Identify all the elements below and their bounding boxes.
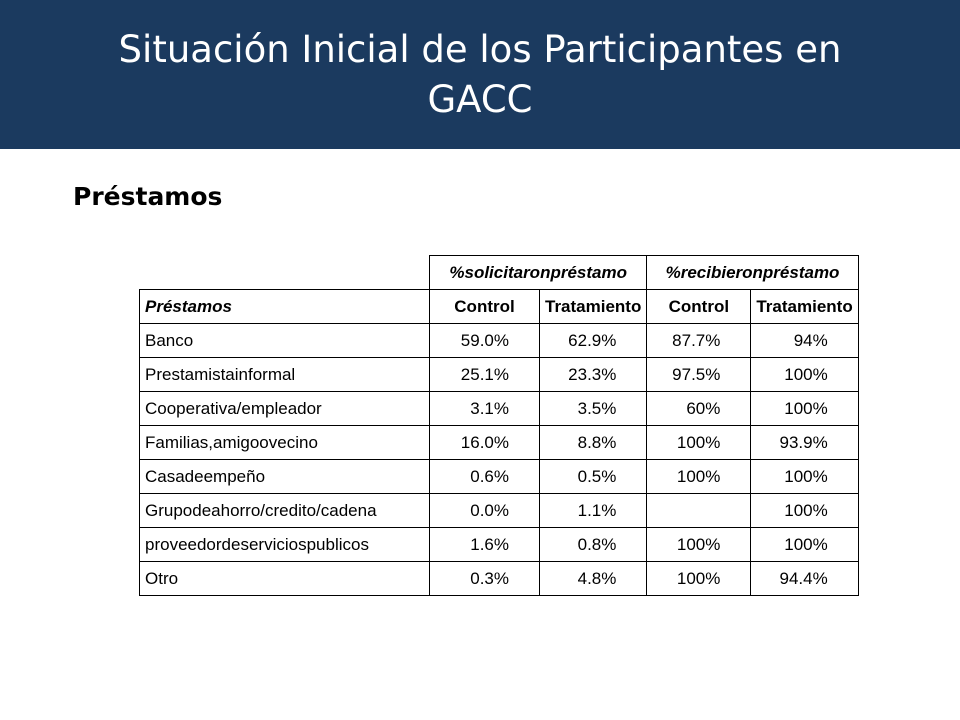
table-row: Prestamistainformal 25.1% 23.3% 97.5% 100% bbox=[139, 357, 859, 392]
value-cell: 25.1% bbox=[429, 357, 540, 392]
value-cell: 93.9% bbox=[750, 425, 859, 460]
value-cell: 94.4% bbox=[750, 561, 859, 596]
value-cell: 62.9% bbox=[538, 323, 648, 358]
value-cell: 0.8% bbox=[538, 527, 648, 562]
table-row: Otro 0.3% 4.8% 100% 94.4% bbox=[139, 561, 859, 596]
row-label: Casadeempeño bbox=[139, 459, 430, 494]
column-header-control-received: Control bbox=[646, 289, 752, 324]
row-label: Otro bbox=[139, 561, 430, 596]
column-header-control-requested: Control bbox=[429, 289, 540, 324]
value-cell: 1.6% bbox=[429, 527, 540, 562]
value-cell: 0.5% bbox=[538, 459, 648, 494]
value-cell: 100% bbox=[750, 493, 859, 528]
row-label: Banco bbox=[139, 323, 430, 358]
row-label: Prestamistainformal bbox=[139, 357, 430, 392]
table-row: Banco 59.0% 62.9% 87.7% 94% bbox=[139, 323, 859, 358]
slide-title: Situación Inicial de los Participantes e… bbox=[118, 27, 842, 121]
value-cell: 94% bbox=[750, 323, 859, 358]
row-label: Grupodeahorro/credito/cadena bbox=[139, 493, 430, 528]
column-header-treatment-requested: Tratamiento bbox=[538, 289, 648, 324]
value-cell: 100% bbox=[646, 459, 752, 494]
group-header-row: %solicitaronpréstamo %recibieronpréstamo bbox=[140, 255, 859, 290]
table-row: Casadeempeño 0.6% 0.5% 100% 100% bbox=[139, 459, 859, 494]
value-cell: 0.3% bbox=[429, 561, 540, 596]
group-header-received: %recibieronpréstamo bbox=[646, 255, 859, 290]
loans-table: %solicitaronpréstamo %recibieronpréstamo… bbox=[139, 255, 859, 596]
value-cell: 3.1% bbox=[429, 391, 540, 426]
empty-corner-cell bbox=[140, 256, 430, 290]
table-row: Cooperativa/empleador 3.1% 3.5% 60% 100% bbox=[139, 391, 859, 426]
column-header-row: Préstamos Control Tratamiento Control Tr… bbox=[139, 289, 859, 324]
value-cell: 100% bbox=[646, 425, 752, 460]
value-cell: 100% bbox=[750, 527, 859, 562]
row-label: Cooperativa/empleador bbox=[139, 391, 430, 426]
value-cell: 100% bbox=[750, 459, 859, 494]
value-cell: 60% bbox=[646, 391, 752, 426]
value-cell: 97.5% bbox=[646, 357, 752, 392]
value-cell: 0.6% bbox=[429, 459, 540, 494]
value-cell: 3.5% bbox=[538, 391, 648, 426]
title-banner: Situación Inicial de los Participantes e… bbox=[0, 0, 960, 149]
value-cell: 8.8% bbox=[538, 425, 648, 460]
section-subtitle: Préstamos bbox=[73, 182, 223, 211]
value-cell: 100% bbox=[646, 561, 752, 596]
value-cell: 100% bbox=[750, 357, 859, 392]
value-cell: 1.1% bbox=[538, 493, 648, 528]
table-body: Banco 59.0% 62.9% 87.7% 94% Prestamistainform… bbox=[139, 323, 859, 596]
value-cell: 87.7% bbox=[646, 323, 752, 358]
value-cell: 23.3% bbox=[538, 357, 648, 392]
row-header-label: Préstamos bbox=[139, 289, 430, 324]
value-cell: 4.8% bbox=[538, 561, 648, 596]
value-cell: 16.0% bbox=[429, 425, 540, 460]
value-cell: 100% bbox=[646, 527, 752, 562]
table-row: proveedordeserviciospublicos 1.6% 0.8% 100%… bbox=[139, 527, 859, 562]
table-row: Grupodeahorro/credito/cadena 0.0% 1.1% 100% bbox=[139, 493, 859, 528]
table-row: Familias,amigoovecino 16.0% 8.8% 100% 93.9% bbox=[139, 425, 859, 460]
value-cell: 59.0% bbox=[429, 323, 540, 358]
row-label: Familias,amigoovecino bbox=[139, 425, 430, 460]
column-header-treatment-received: Tratamiento bbox=[750, 289, 859, 324]
group-header-requested: %solicitaronpréstamo bbox=[428, 255, 648, 290]
value-cell: 100% bbox=[750, 391, 859, 426]
row-label: proveedordeserviciospublicos bbox=[139, 527, 430, 562]
value-cell: 0.0% bbox=[429, 493, 540, 528]
value-cell bbox=[646, 493, 752, 528]
